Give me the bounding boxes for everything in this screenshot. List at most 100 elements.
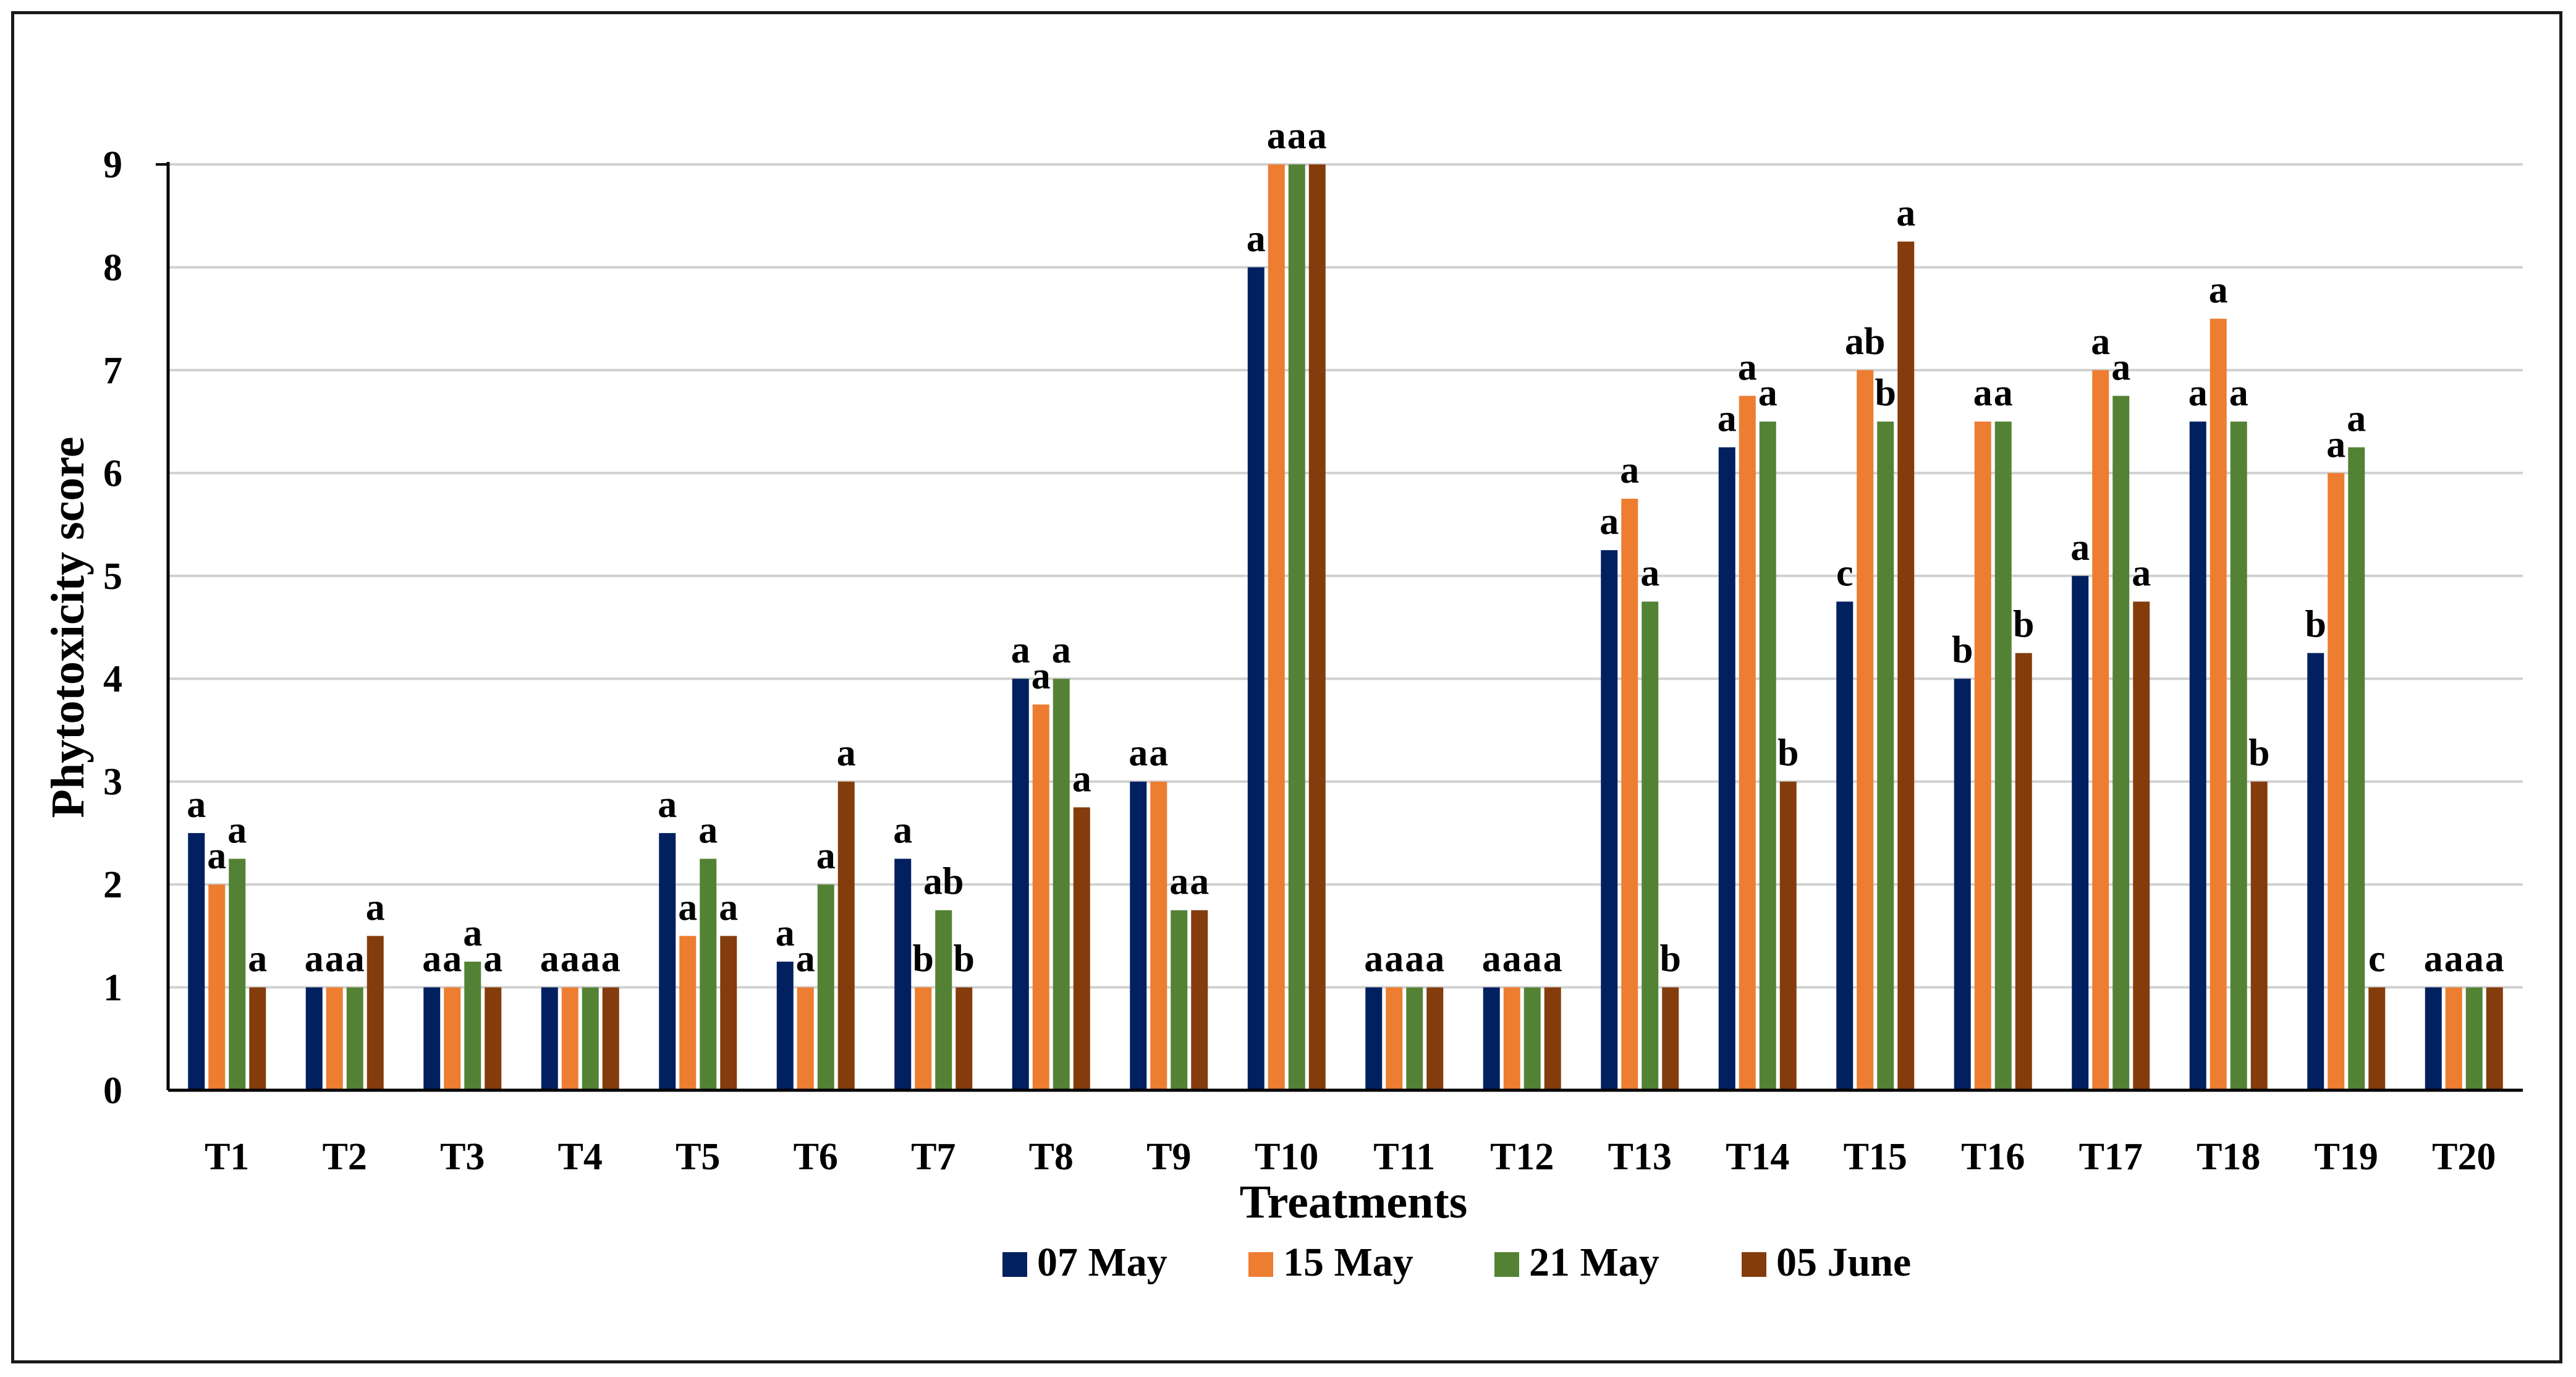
x-tick-t16: T16 xyxy=(1961,1136,2025,1178)
sig-label-t17-05-june: a xyxy=(2132,552,2151,594)
bar-t8-21-may xyxy=(1053,679,1070,1090)
bar-t14-07-may xyxy=(1718,447,1735,1091)
sig-label-t15-21-may: b xyxy=(1875,372,1896,414)
y-tick-5: 5 xyxy=(103,556,122,598)
sig-label-t20-21-may: a xyxy=(2465,938,2484,980)
y-tick-3: 3 xyxy=(103,761,122,803)
bar-t7-07-may xyxy=(894,858,912,1090)
sig-label-t6-07-may: a xyxy=(776,912,795,954)
sig-label-t15-05-june: a xyxy=(1896,192,1915,234)
sig-label-t2-05-june: a xyxy=(366,886,385,928)
sig-label-t16-21-may: a xyxy=(1994,372,2013,414)
bar-t10-15-may xyxy=(1268,164,1285,1090)
sig-label-t13-21-may: a xyxy=(1640,552,1659,594)
sig-label-t9-05-june: a xyxy=(1190,861,1209,903)
sig-label-t14-05-june: b xyxy=(1777,732,1799,774)
bar-t19-15-may xyxy=(2328,473,2345,1090)
bar-t11-07-may xyxy=(1365,987,1383,1090)
sig-label-t3-15-may: a xyxy=(443,938,462,980)
bar-t13-21-may xyxy=(1642,601,1659,1090)
sig-label-t10-21-may: a xyxy=(1287,115,1307,157)
x-tick-t19: T19 xyxy=(2315,1136,2378,1178)
bar-t17-07-may xyxy=(2072,575,2089,1090)
sig-label-t18-07-may: a xyxy=(2188,372,2208,414)
sig-label-t5-21-may: a xyxy=(698,810,718,852)
sig-label-t19-07-may: b xyxy=(2305,604,2326,646)
bar-t5-07-may xyxy=(659,833,676,1090)
sig-label-t14-07-may: a xyxy=(1718,398,1737,440)
sig-label-t3-07-may: a xyxy=(422,938,441,980)
sig-label-t11-15-may: a xyxy=(1384,938,1404,980)
bar-t13-05-june xyxy=(1662,987,1679,1090)
sig-label-t3-05-june: a xyxy=(483,938,502,980)
sig-label-t5-05-june: a xyxy=(719,886,738,928)
x-tick-t1: T1 xyxy=(205,1136,249,1178)
bar-t16-07-may xyxy=(1954,679,1971,1090)
bar-t4-05-june xyxy=(602,987,619,1090)
x-tick-t13: T13 xyxy=(1608,1136,1672,1178)
sig-label-t5-07-may: a xyxy=(658,784,677,826)
sig-label-t6-15-may: a xyxy=(796,938,815,980)
x-tick-t12: T12 xyxy=(1490,1136,1554,1178)
sig-label-t12-05-june: a xyxy=(1543,938,1562,980)
bar-t12-07-may xyxy=(1483,987,1500,1090)
bar-t8-07-may xyxy=(1012,679,1029,1090)
bar-t17-05-june xyxy=(2133,601,2150,1090)
y-tick-0: 0 xyxy=(103,1070,122,1112)
bar-t3-15-may xyxy=(444,987,461,1090)
sig-label-t16-15-may: a xyxy=(1973,372,1993,414)
x-axis-title: Treatments xyxy=(1240,1176,1468,1228)
sig-label-t4-05-june: a xyxy=(601,938,621,980)
sig-label-t9-07-may: a xyxy=(1129,732,1148,774)
y-tick-labels: 0 1 2 3 4 5 6 7 8 9 xyxy=(103,144,122,1112)
sig-label-t10-07-may: a xyxy=(1247,218,1266,260)
bar-t9-05-june xyxy=(1191,910,1208,1090)
bar-t14-15-may xyxy=(1739,396,1756,1090)
bar-t2-05-june xyxy=(366,936,384,1090)
bar-t7-21-may xyxy=(935,910,952,1090)
legend-swatch-07-may xyxy=(1002,1252,1027,1277)
bar-t1-15-may xyxy=(208,884,226,1090)
sig-label-t20-15-may: a xyxy=(2444,938,2464,980)
y-tick-6: 6 xyxy=(103,452,122,494)
sig-label-t16-05-june: b xyxy=(2013,604,2034,646)
sig-label-t1-15-may: a xyxy=(207,835,226,877)
bar-t18-07-may xyxy=(2189,422,2206,1090)
sig-label-t3-21-may: a xyxy=(463,912,482,954)
y-tick-4: 4 xyxy=(103,658,122,700)
sig-label-t4-07-may: a xyxy=(540,938,559,980)
bar-t4-21-may xyxy=(582,987,599,1090)
bar-t4-15-may xyxy=(561,987,578,1090)
sig-label-t19-15-may: a xyxy=(2326,423,2345,465)
x-tick-t17: T17 xyxy=(2079,1136,2143,1178)
x-tick-t10: T10 xyxy=(1255,1136,1318,1178)
legend-label-07-may: 07 May xyxy=(1037,1240,1167,1285)
x-tick-t3: T3 xyxy=(440,1136,485,1178)
x-tick-t20: T20 xyxy=(2432,1136,2496,1178)
x-tick-t4: T4 xyxy=(558,1136,603,1178)
bar-t6-05-june xyxy=(837,781,855,1090)
bar-t3-07-may xyxy=(423,987,441,1090)
bar-t8-05-june xyxy=(1073,807,1090,1090)
sig-label-t15-07-may: c xyxy=(1836,552,1854,594)
sig-label-t2-07-may: a xyxy=(305,938,324,980)
chart-frame xyxy=(11,11,2562,1363)
sig-label-t17-21-may: a xyxy=(2111,347,2130,389)
sig-label-t8-15-may: a xyxy=(1032,655,1051,697)
y-tick-9: 9 xyxy=(103,144,122,186)
bar-t20-07-may xyxy=(2425,987,2442,1090)
sig-label-t11-21-may: a xyxy=(1405,938,1424,980)
bar-t3-05-june xyxy=(485,987,502,1090)
x-tick-t18: T18 xyxy=(2197,1136,2260,1178)
sig-label-t17-15-may: a xyxy=(2091,321,2110,363)
sig-label-t1-07-may: a xyxy=(187,784,206,826)
bar-t20-15-may xyxy=(2445,987,2462,1090)
bar-t11-21-may xyxy=(1406,987,1423,1090)
bar-t9-21-may xyxy=(1171,910,1188,1090)
sig-label-t12-07-may: a xyxy=(1482,938,1501,980)
sig-label-t4-21-may: a xyxy=(581,938,600,980)
sig-label-t8-21-may: a xyxy=(1052,629,1071,671)
sig-label-t7-21-may: ab xyxy=(923,861,964,903)
y-tick-2: 2 xyxy=(103,864,122,906)
